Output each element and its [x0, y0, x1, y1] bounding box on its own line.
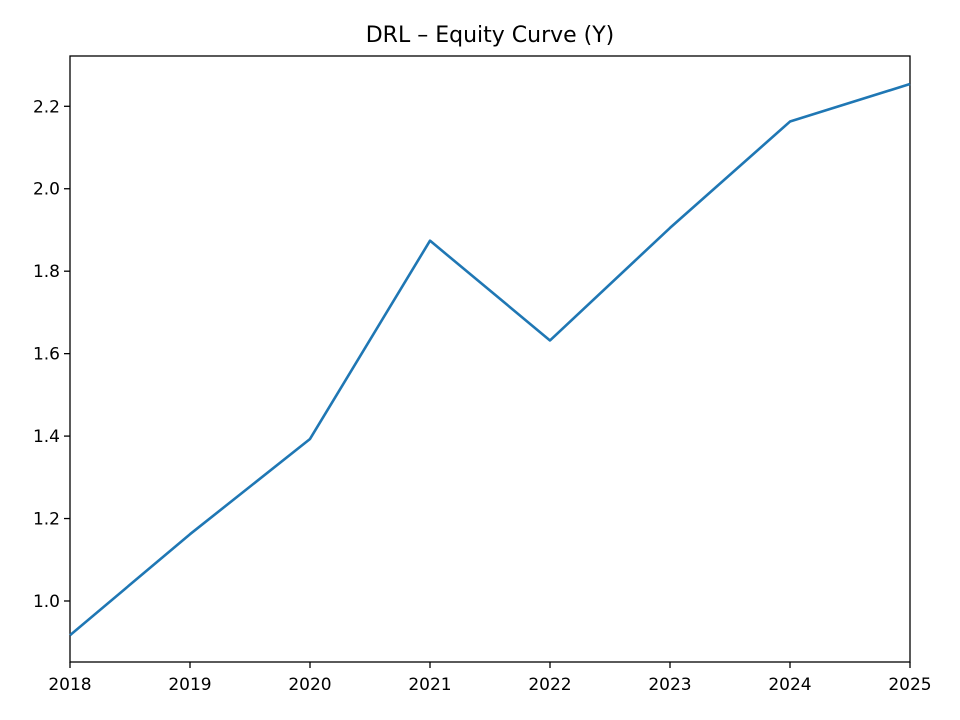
y-tick-label: 1.8	[33, 262, 60, 282]
y-tick-label: 1.4	[33, 427, 60, 447]
x-axis: 2018 2019 2020 2021 2022 2023 2024 2025	[48, 662, 932, 695]
y-tick-label: 1.2	[33, 510, 60, 530]
x-tick-label: 2021	[408, 675, 451, 695]
series-layer	[69, 82, 911, 637]
series-line-0	[69, 82, 911, 637]
x-tick-label: 2018	[48, 675, 91, 695]
y-axis: 1.0 1.2 1.4 1.6 1.8 2.0 2.2	[33, 97, 70, 612]
x-tick-label: 2023	[648, 675, 691, 695]
x-tick-label: 2019	[168, 675, 211, 695]
y-tick-label: 2.0	[33, 180, 60, 200]
y-tick-label: 1.0	[33, 592, 60, 612]
y-tick-label: 1.6	[33, 345, 60, 365]
y-tick-label: 2.2	[33, 97, 60, 117]
x-tick-label: 2022	[528, 675, 571, 695]
chart-title: DRL – Equity Curve (Y)	[366, 23, 615, 48]
plot-area	[69, 55, 911, 663]
x-tick-label: 2025	[888, 675, 931, 695]
axes-frame	[69, 55, 911, 663]
x-tick-label: 2020	[288, 675, 331, 695]
x-tick-label: 2024	[768, 675, 811, 695]
